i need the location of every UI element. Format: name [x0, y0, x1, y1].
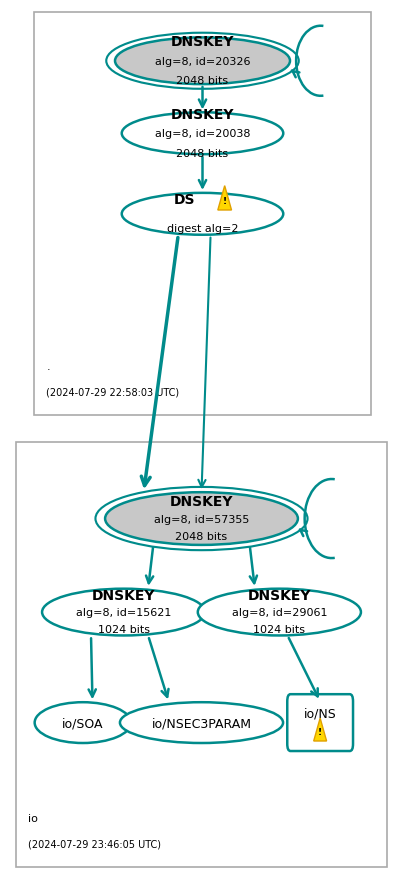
Text: 2048 bits: 2048 bits	[177, 148, 229, 159]
Text: alg=8, id=15621: alg=8, id=15621	[76, 607, 171, 618]
Text: io/NS: io/NS	[304, 707, 337, 720]
Text: DNSKEY: DNSKEY	[171, 35, 234, 49]
Text: DNSKEY: DNSKEY	[247, 588, 311, 603]
Text: .: .	[46, 361, 50, 372]
Ellipse shape	[42, 589, 205, 636]
Text: alg=8, id=20326: alg=8, id=20326	[155, 56, 250, 67]
FancyBboxPatch shape	[16, 443, 387, 867]
Ellipse shape	[115, 38, 290, 85]
Text: !: !	[222, 197, 227, 206]
Text: DNSKEY: DNSKEY	[92, 588, 156, 603]
Ellipse shape	[120, 703, 283, 743]
Text: 1024 bits: 1024 bits	[253, 624, 305, 635]
Text: 2048 bits: 2048 bits	[177, 76, 229, 87]
Text: !: !	[318, 728, 322, 737]
Text: DNSKEY: DNSKEY	[171, 107, 234, 122]
Ellipse shape	[35, 703, 131, 743]
FancyBboxPatch shape	[287, 695, 353, 751]
Polygon shape	[314, 718, 326, 741]
Ellipse shape	[122, 114, 283, 155]
Ellipse shape	[122, 194, 283, 235]
Text: io: io	[28, 813, 38, 823]
Text: digest alg=2: digest alg=2	[167, 224, 238, 234]
Text: alg=8, id=29061: alg=8, id=29061	[232, 607, 327, 618]
Text: io/SOA: io/SOA	[62, 716, 104, 730]
Ellipse shape	[105, 493, 298, 545]
Text: (2024-07-29 23:46:05 UTC): (2024-07-29 23:46:05 UTC)	[28, 839, 161, 849]
Text: DS: DS	[174, 192, 195, 207]
Text: DNSKEY: DNSKEY	[170, 494, 233, 508]
Text: alg=8, id=57355: alg=8, id=57355	[154, 514, 249, 524]
Text: io/NSEC3PARAM: io/NSEC3PARAM	[152, 716, 251, 730]
FancyBboxPatch shape	[34, 13, 371, 416]
Polygon shape	[218, 187, 232, 211]
Text: 2048 bits: 2048 bits	[175, 532, 228, 542]
Text: alg=8, id=20038: alg=8, id=20038	[155, 129, 250, 139]
Ellipse shape	[198, 589, 361, 636]
Text: 1024 bits: 1024 bits	[98, 624, 150, 635]
Text: (2024-07-29 22:58:03 UTC): (2024-07-29 22:58:03 UTC)	[46, 387, 179, 398]
